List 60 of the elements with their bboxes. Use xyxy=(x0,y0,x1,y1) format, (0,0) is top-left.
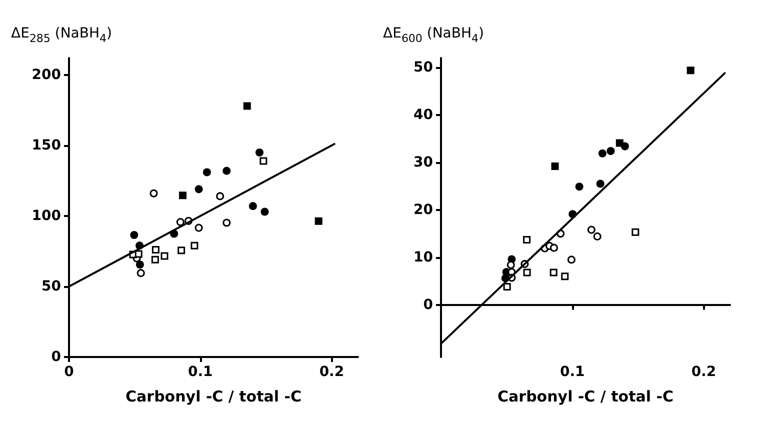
x-tick-label: 0.2 xyxy=(319,364,344,380)
x-tick-label: 0 xyxy=(64,364,74,380)
point xyxy=(194,224,203,232)
point xyxy=(593,232,602,240)
y-tick-label: 150 xyxy=(32,137,62,154)
point xyxy=(575,182,584,191)
x-axis-title: Carbonyl -C / total -C xyxy=(126,388,302,406)
point xyxy=(160,252,168,260)
y-tick-label: 50 xyxy=(42,278,62,294)
point xyxy=(550,268,558,276)
y-tick-label: 100 xyxy=(32,208,62,224)
point xyxy=(523,236,531,244)
point xyxy=(194,185,203,194)
point xyxy=(616,139,624,147)
y-tick-label: 200 xyxy=(32,66,62,83)
point xyxy=(179,192,187,200)
point xyxy=(596,180,604,188)
y-tick-label: 20 xyxy=(414,202,434,218)
point xyxy=(178,246,186,254)
point xyxy=(606,147,615,156)
point xyxy=(216,192,224,200)
y-tick-label: 30 xyxy=(414,154,434,170)
point xyxy=(190,242,198,250)
point xyxy=(136,260,144,269)
x-tick-label: 0.2 xyxy=(691,364,716,380)
point xyxy=(222,218,231,227)
point xyxy=(248,202,257,210)
point xyxy=(314,217,322,225)
point xyxy=(551,162,559,170)
point xyxy=(567,256,576,264)
point xyxy=(260,208,269,216)
point xyxy=(550,244,558,252)
point xyxy=(587,226,596,234)
y-tick-label: 40 xyxy=(414,106,434,123)
y-tick-label: 0 xyxy=(423,296,434,313)
point xyxy=(152,246,160,254)
point xyxy=(598,149,606,158)
point xyxy=(260,157,268,165)
point xyxy=(243,102,251,110)
y-tick-label: 50 xyxy=(414,59,434,76)
point xyxy=(632,228,640,236)
point xyxy=(255,148,264,156)
point xyxy=(202,168,211,176)
point xyxy=(686,66,694,74)
point xyxy=(222,166,231,175)
point xyxy=(561,272,569,280)
point xyxy=(134,250,142,258)
point xyxy=(523,268,531,276)
point xyxy=(503,283,511,291)
x-tick-label: 0.1 xyxy=(188,364,213,380)
x-tick-label: 0.1 xyxy=(560,364,585,380)
point xyxy=(151,256,159,264)
point xyxy=(176,218,184,226)
x-axis-title: Carbonyl -C / total -C xyxy=(498,388,674,406)
point xyxy=(130,231,138,239)
point xyxy=(136,269,145,278)
point xyxy=(150,189,158,198)
y-tick-label: 10 xyxy=(414,249,434,266)
y-tick-label: 0 xyxy=(51,349,62,365)
point xyxy=(506,260,515,269)
